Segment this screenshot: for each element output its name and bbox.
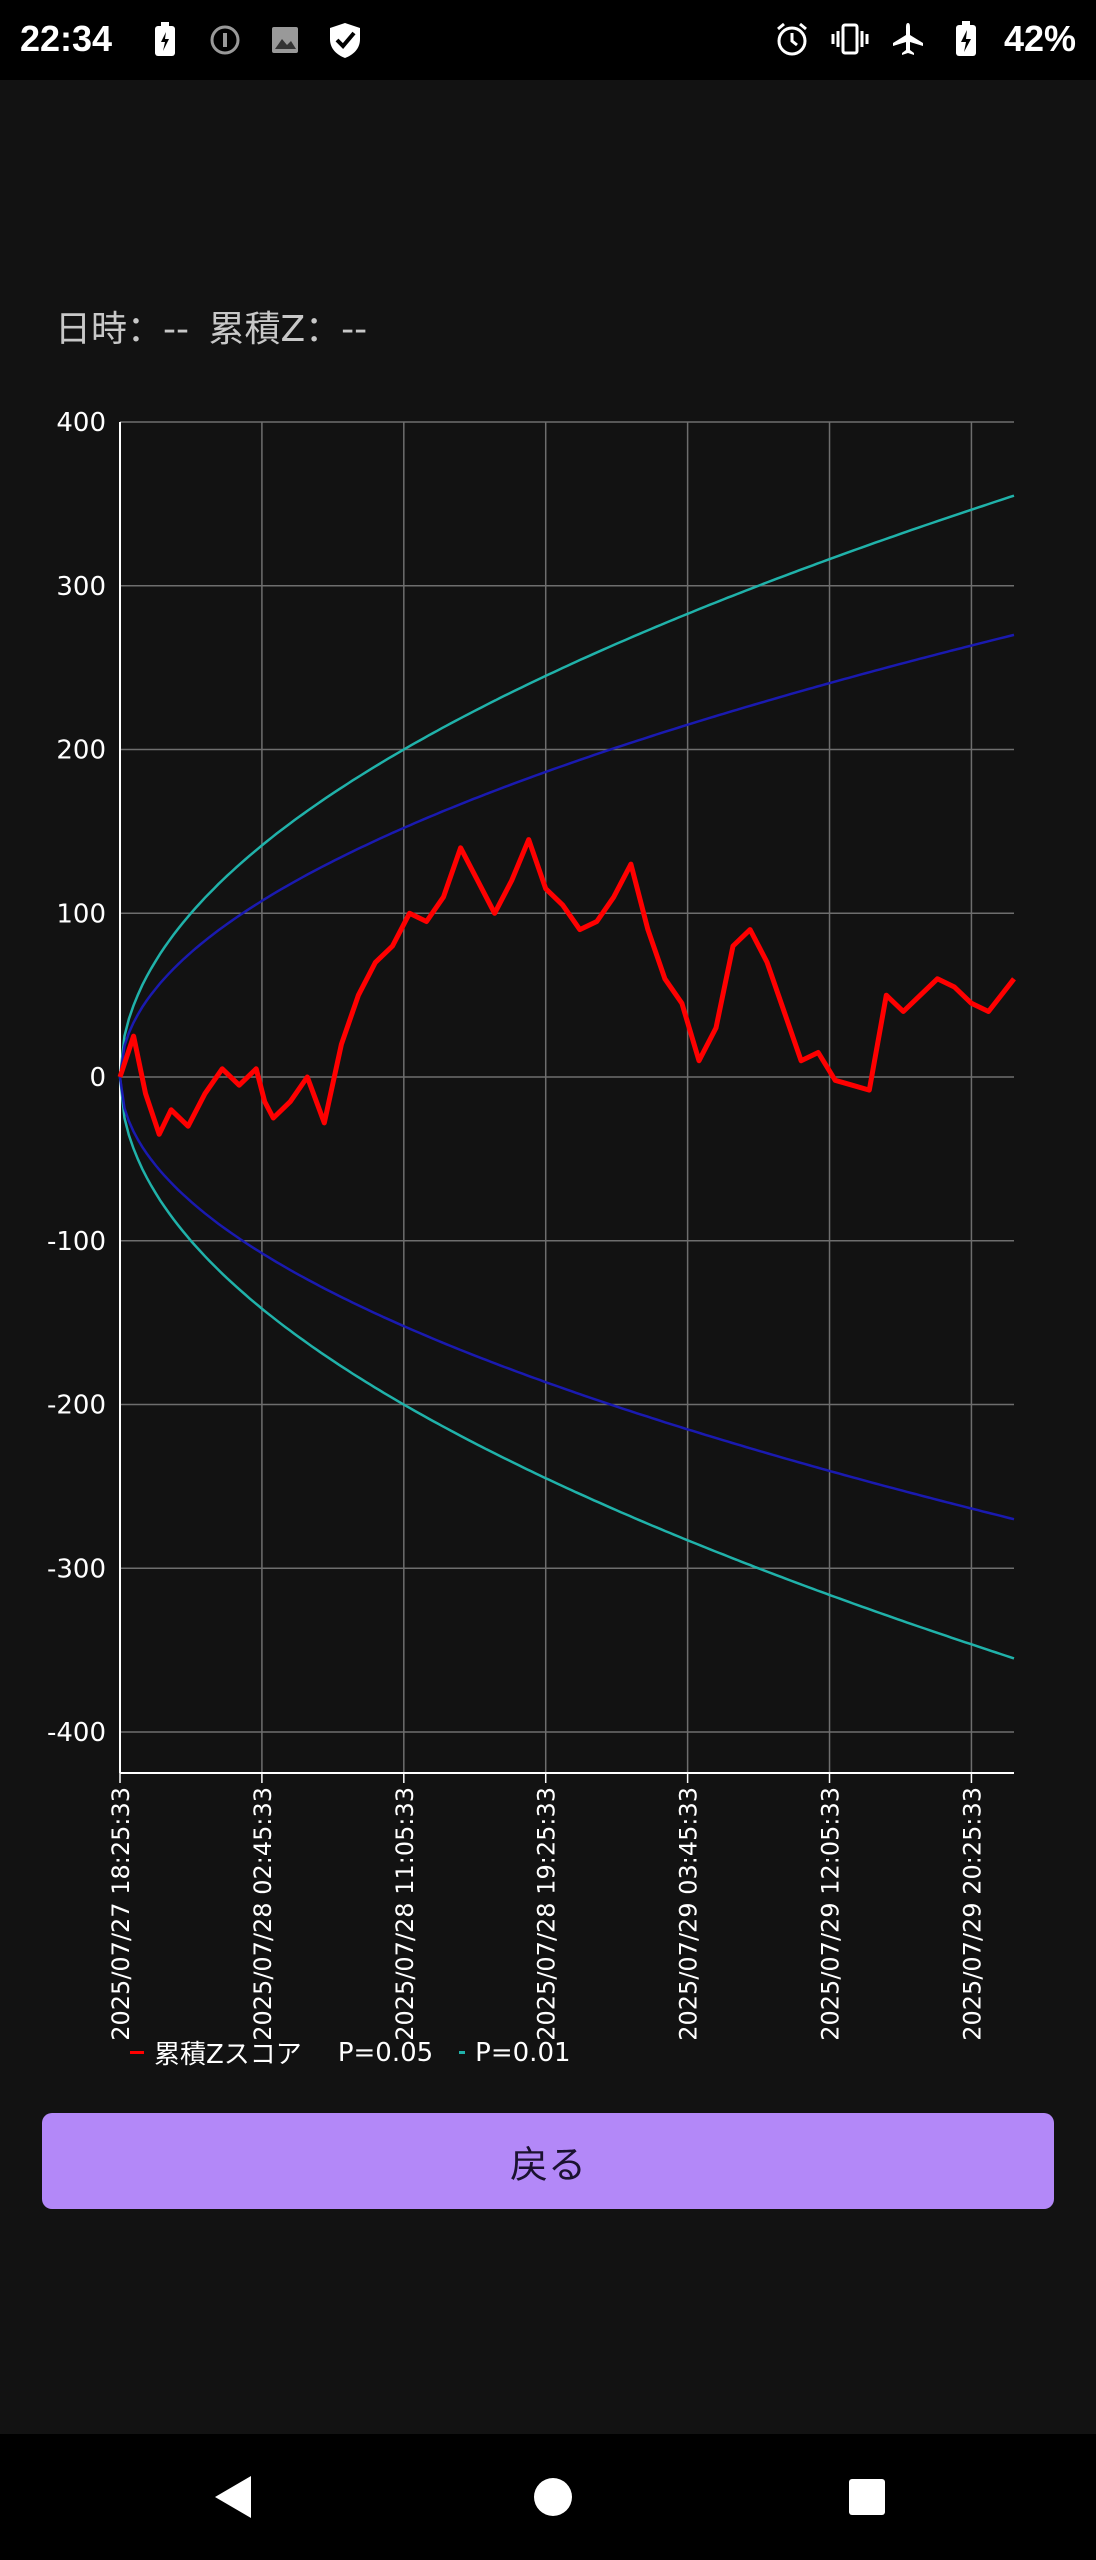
back-icon[interactable] bbox=[208, 2472, 258, 2522]
y-tick-label: 300 bbox=[56, 572, 106, 602]
cumulative-z-line bbox=[117, 837, 1016, 1137]
legend-label-cumz: 累積Zスコア bbox=[154, 2040, 302, 2070]
y-tick-label: 0 bbox=[89, 1063, 106, 1093]
x-tick-label: 2025/07/29 03:45:33 bbox=[675, 1787, 703, 2040]
vibrate-icon bbox=[830, 19, 870, 59]
battery-charging-icon bbox=[946, 19, 986, 59]
x-tick-label: 2025/07/27 18:25:33 bbox=[107, 1787, 135, 2040]
y-tick-label: -200 bbox=[47, 1391, 106, 1421]
recents-icon[interactable] bbox=[842, 2472, 892, 2522]
x-tick-label: 2025/07/29 20:25:33 bbox=[958, 1787, 986, 2040]
airplane-icon bbox=[888, 19, 928, 59]
selection-info: 日時：-- 累積Z：-- bbox=[55, 300, 375, 352]
y-tick-label: -400 bbox=[47, 1718, 106, 1748]
shield-check-icon bbox=[325, 20, 365, 60]
x-tick-label: 2025/07/29 12:05:33 bbox=[817, 1787, 845, 2040]
legend-swatch-p01 bbox=[459, 2051, 466, 2054]
status-time: 22:34 bbox=[20, 18, 113, 59]
y-tick-label: 100 bbox=[56, 899, 106, 929]
p05-upper-line bbox=[118, 494, 1015, 1078]
y-tick-label: 400 bbox=[56, 408, 106, 438]
y-tick-label: 200 bbox=[56, 736, 106, 766]
navigation-bar bbox=[0, 2434, 1096, 2560]
p01-upper-line bbox=[118, 633, 1015, 1078]
y-tick-label: -300 bbox=[47, 1554, 106, 1584]
cumulative-z-label: 累積Z：-- bbox=[208, 309, 368, 350]
x-tick-label: 2025/07/28 19:25:33 bbox=[533, 1787, 561, 2040]
legend-item-p05: P=0.05 bbox=[328, 2038, 433, 2068]
alarm-icon bbox=[772, 19, 812, 59]
back-button[interactable]: 戻る bbox=[42, 2113, 1054, 2209]
info-icon bbox=[205, 20, 245, 60]
legend-label-p05: P=0.05 bbox=[337, 2037, 434, 2068]
legend-swatch-cumz bbox=[130, 2051, 144, 2054]
legend-item-cumz: 累積Zスコア bbox=[130, 2034, 302, 2071]
status-bar: 22:34 42% bbox=[0, 0, 1096, 80]
legend-label-p01: P=0.01 bbox=[475, 2037, 571, 2068]
x-tick-label: 2025/07/28 11:05:33 bbox=[391, 1787, 419, 2040]
battery-percent: 42% bbox=[1003, 18, 1076, 59]
datetime-label: 日時：-- bbox=[55, 309, 189, 350]
x-tick-label: 2025/07/28 02:45:33 bbox=[249, 1787, 277, 2040]
p05-lower-line bbox=[118, 1076, 1015, 1660]
legend-item-p01: P=0.01 bbox=[459, 2037, 571, 2068]
battery-saver-icon bbox=[145, 20, 185, 60]
chart-legend: 累積Zスコア P=0.05 P=0.01 bbox=[130, 2034, 597, 2071]
cumulative-z-chart[interactable]: 400 300 200 100 0 -100 -200 -300 -400 2025/07/27 … bbox=[0, 400, 1096, 2040]
y-tick-label: -100 bbox=[47, 1227, 106, 1257]
home-icon[interactable] bbox=[528, 2472, 578, 2522]
image-icon bbox=[265, 20, 305, 60]
p01-lower-line bbox=[118, 1076, 1015, 1521]
